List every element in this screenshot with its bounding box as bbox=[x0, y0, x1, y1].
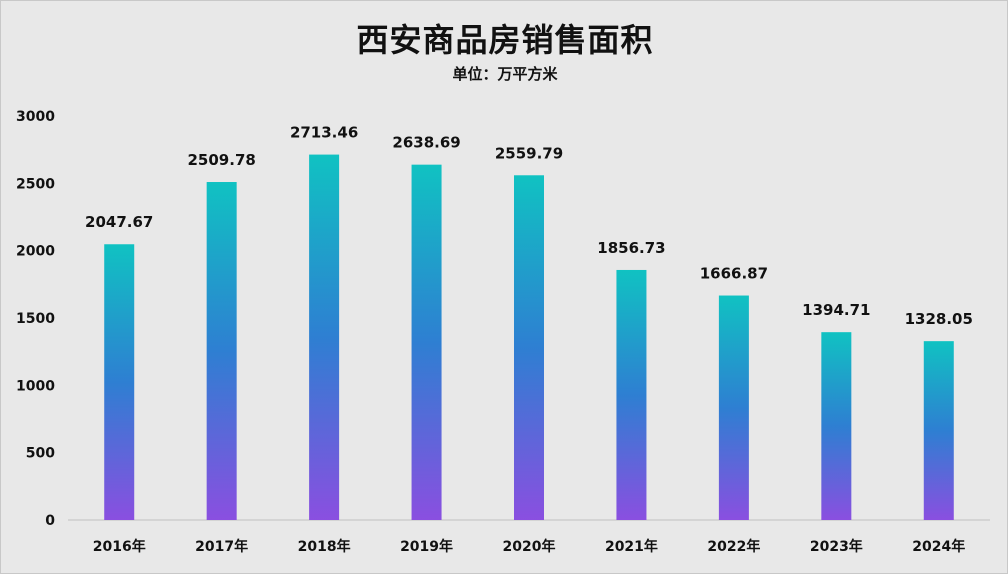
bar bbox=[821, 332, 852, 520]
x-tick-label: 2022年 bbox=[707, 538, 760, 555]
bar bbox=[206, 182, 237, 520]
y-tick-label: 2000 bbox=[16, 244, 55, 260]
x-tick-label: 2019年 bbox=[400, 538, 453, 555]
data-label: 2559.79 bbox=[495, 144, 563, 162]
y-tick-label: 2500 bbox=[16, 176, 55, 192]
bar bbox=[411, 164, 442, 520]
y-tick-label: 1000 bbox=[16, 378, 55, 394]
x-axis-labels: 2016年 2017年 2018年 2019年 2020年 2021年 2022年 2023年… bbox=[93, 538, 966, 555]
data-label: 2047.67 bbox=[85, 213, 153, 231]
data-label: 2509.78 bbox=[188, 151, 256, 169]
x-tick-label: 2017年 bbox=[195, 538, 248, 555]
x-tick-label: 2023年 bbox=[810, 538, 863, 555]
bar bbox=[104, 244, 135, 520]
data-label: 2713.46 bbox=[290, 124, 358, 142]
x-tick-label: 2020年 bbox=[503, 538, 556, 555]
bar bbox=[923, 341, 954, 520]
chart-title: 西安商品房销售面积 bbox=[356, 21, 654, 59]
bar bbox=[616, 269, 647, 520]
y-tick-label: 3000 bbox=[16, 109, 55, 125]
bar bbox=[514, 175, 544, 520]
data-label: 1328.05 bbox=[905, 310, 973, 328]
bar bbox=[309, 154, 340, 520]
value-labels-group: 2047.67 2509.78 2713.46 2638.69 2559.79 1856.… bbox=[85, 124, 973, 329]
data-label: 1394.71 bbox=[802, 301, 870, 319]
data-label: 1666.87 bbox=[700, 265, 768, 283]
bar bbox=[718, 295, 749, 520]
data-label: 1856.73 bbox=[597, 239, 665, 257]
bars-group bbox=[104, 154, 954, 520]
y-tick-label: 500 bbox=[26, 446, 55, 462]
y-axis-ticks: 0 500 1000 1500 2000 2500 3000 bbox=[16, 109, 55, 529]
y-tick-label: 1500 bbox=[16, 311, 55, 327]
x-tick-label: 2021年 bbox=[605, 538, 658, 555]
y-tick-label: 0 bbox=[45, 513, 55, 529]
x-tick-label: 2016年 bbox=[93, 538, 146, 555]
data-label: 2638.69 bbox=[392, 134, 460, 152]
x-tick-label: 2018年 bbox=[298, 538, 351, 555]
x-tick-label: 2024年 bbox=[912, 538, 965, 555]
chart-subtitle: 单位：万平方米 bbox=[452, 65, 558, 83]
